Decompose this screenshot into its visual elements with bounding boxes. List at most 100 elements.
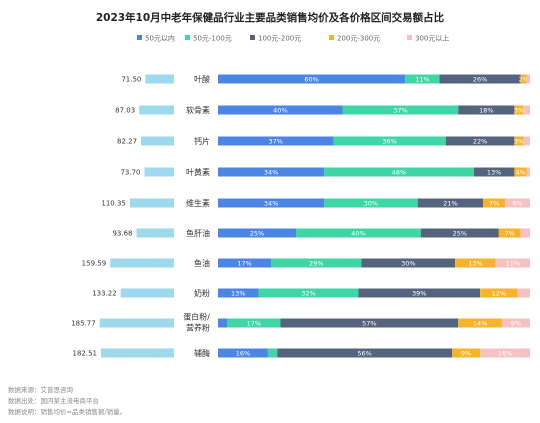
stack-segment — [271, 258, 362, 268]
stack-segment — [227, 318, 281, 328]
segment-label: 13% — [468, 260, 482, 268]
avg-price-bar — [100, 348, 174, 358]
avg-price-label: 73.70 — [120, 169, 140, 177]
avg-price-label: 87.03 — [115, 107, 135, 115]
stack-segment — [458, 318, 502, 328]
stack-segment — [258, 288, 359, 298]
segment-label: 18% — [479, 107, 493, 115]
segment-label: 8% — [512, 200, 522, 208]
stack-segment — [420, 228, 499, 238]
stack-segment — [218, 136, 334, 146]
category-label: 维生素 — [186, 198, 210, 208]
segment-label: 12% — [492, 290, 506, 298]
segment-label: 2% — [519, 76, 529, 84]
segment-label: 56% — [357, 350, 371, 358]
stack-segment — [417, 198, 484, 208]
segment-label: 16% — [236, 350, 250, 358]
stack-segment — [498, 228, 521, 238]
legend-label: 50元以内 — [145, 34, 175, 43]
segment-label: 26% — [473, 76, 487, 84]
avg-price-bars: 71.50 87.03 82.27 73.70 110.35 93.68 159.59 133… — [71, 74, 174, 358]
segment-label: 13% — [487, 169, 501, 177]
category-label-line: 营养粉 — [186, 323, 210, 333]
stack-segment — [277, 348, 452, 358]
segment-label: 3% — [514, 138, 524, 146]
notes: 数据来源：艾普思咨询 数据出处：国内某主流电商平台 数据说明：销售均价=品类销售… — [8, 385, 126, 418]
segment-label: 30% — [401, 260, 415, 268]
segment-label: 30% — [364, 200, 378, 208]
avg-price-label: 93.68 — [112, 230, 132, 238]
stack-segment — [280, 318, 459, 328]
stack-segment — [514, 167, 527, 177]
stack-segment — [517, 288, 530, 298]
category-label: 钙片 — [194, 136, 210, 146]
segment-label: 25% — [453, 230, 467, 238]
segment-label: 39% — [412, 290, 426, 298]
stack-segment — [526, 74, 530, 84]
segment-label: 17% — [247, 320, 261, 328]
segment-label: 21% — [443, 200, 457, 208]
stacked-bars: 60% 11% 26% 2% 40% 37% 18% 3% 37% 36% 22% 3% 34% 48% 1… — [218, 74, 530, 358]
stack-segment — [218, 348, 268, 358]
stack-segment — [358, 288, 481, 298]
stack-segment — [480, 288, 518, 298]
category-label: 叶酸 — [194, 74, 210, 84]
stack-segment — [445, 136, 515, 146]
stack-segment — [218, 228, 296, 238]
segment-label: 13% — [231, 290, 245, 298]
stack-segment — [296, 228, 421, 238]
stack-segment — [324, 198, 418, 208]
stack-segment — [333, 136, 446, 146]
stack-segment — [520, 74, 527, 84]
avg-price-bar — [136, 228, 174, 238]
legend-swatch — [137, 35, 142, 40]
stack-segment — [218, 288, 259, 298]
legend: 50元以内 50元-100元 100元-200元 200元-300元 300元以上 — [137, 34, 449, 43]
avg-price-label: 71.50 — [121, 76, 141, 84]
avg-price-label: 182.51 — [72, 350, 97, 358]
stack-segment — [218, 198, 325, 208]
segment-label: 11% — [415, 76, 429, 84]
avg-price-bar — [144, 167, 174, 177]
avg-price-label: 159.59 — [82, 260, 107, 268]
segment-label: 34% — [264, 169, 278, 177]
stack-segment — [495, 258, 530, 268]
category-label-line: 蛋白粉/ — [183, 312, 210, 322]
segment-label: 9% — [511, 320, 521, 328]
legend-label: 300元以上 — [415, 34, 449, 43]
segment-label: 4% — [515, 169, 525, 177]
stack-segment — [480, 348, 530, 358]
segment-label: 57% — [362, 320, 376, 328]
stack-segment — [342, 105, 459, 115]
stack-segment — [324, 167, 474, 177]
stack-segment — [405, 74, 440, 84]
stack-segment — [218, 74, 406, 84]
category-label: 蛋白粉/营养粉 — [183, 312, 210, 333]
stack-segment — [218, 318, 228, 328]
segment-label: 40% — [351, 230, 365, 238]
legend-swatch — [250, 35, 255, 40]
avg-price-bar — [120, 288, 174, 298]
segment-label: 22% — [473, 138, 487, 146]
segment-label: 34% — [264, 200, 278, 208]
segment-label: 9% — [461, 350, 471, 358]
segment-label: 60% — [304, 76, 318, 84]
segment-label: 25% — [250, 230, 264, 238]
stack-segment — [218, 105, 343, 115]
stack-segment — [458, 105, 515, 115]
segment-label: 16% — [498, 350, 512, 358]
avg-price-bar — [129, 198, 174, 208]
segment-label: 37% — [268, 138, 282, 146]
stack-segment — [473, 167, 515, 177]
segment-label: 40% — [273, 107, 287, 115]
legend-swatch — [407, 35, 412, 40]
stack-segment — [526, 167, 530, 177]
avg-price-label: 185.77 — [71, 320, 96, 328]
segment-label: 3% — [514, 107, 524, 115]
avg-price-bar — [99, 318, 174, 328]
stack-segment — [523, 105, 530, 115]
legend-swatch — [185, 35, 190, 40]
avg-price-bar — [141, 136, 174, 146]
